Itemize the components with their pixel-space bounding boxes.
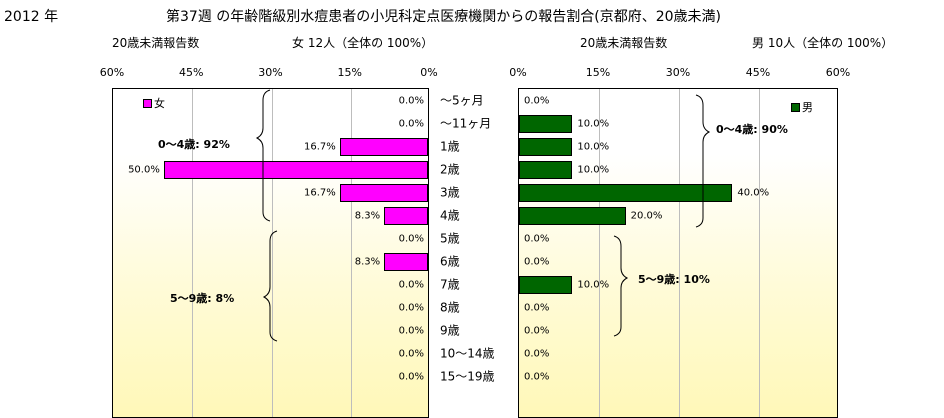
male-bar (519, 161, 573, 179)
year-label: 2012 年 (4, 9, 59, 25)
category-label: 2歳 (440, 162, 460, 177)
female-legend-label: 女 (154, 97, 165, 110)
left-bracket-0-4 (255, 89, 271, 222)
category-label: 4歳 (440, 208, 460, 223)
male-value-label: 10.0% (577, 164, 610, 176)
male-value-label: 40.0% (737, 187, 770, 199)
left-x-tick: 30% (258, 66, 283, 79)
right-bracket-5-9 (613, 235, 629, 337)
female-bar (339, 138, 428, 156)
female-value-label: 0.0% (398, 325, 424, 337)
female-value-label: 16.7% (304, 141, 336, 153)
male-bar (519, 207, 626, 225)
category-label: 6歳 (440, 254, 460, 269)
left-report-label: 20歳未満報告数 (112, 36, 200, 50)
female-value-label: 8.3% (354, 210, 381, 222)
male-value-label: 10.0% (577, 118, 610, 130)
right-gridline (759, 89, 760, 417)
right-gridline (679, 89, 680, 417)
left-x-tick: 0% (420, 66, 438, 79)
category-label: ～5ヶ月 (440, 93, 484, 108)
category-label: 1歳 (440, 139, 460, 154)
category-label: 15～19歳 (440, 369, 495, 384)
male-legend-label: 男 (802, 101, 813, 114)
female-bar (384, 207, 428, 225)
right-x-tick: 60% (825, 66, 851, 79)
female-value-label: 50.0% (128, 164, 160, 176)
male-bar (519, 115, 573, 133)
male-value-label: 0.0% (524, 233, 550, 245)
male-value-label: 0.0% (524, 95, 550, 107)
right-summary: 男 10人（全体の 100%） (752, 36, 894, 50)
female-value-label: 0.0% (398, 302, 424, 314)
right-gridline (599, 89, 600, 417)
right-x-tick: 0% (509, 66, 527, 79)
left-gridline (192, 89, 194, 417)
chart-title: 第37週 の年齢階級別水痘患者の小児科定点医療機関からの報告割合(京都府、20歳… (166, 9, 722, 25)
category-label: 5歳 (440, 231, 460, 246)
left-x-tick: 60% (99, 66, 125, 79)
female-legend-swatch (143, 98, 152, 108)
category-label: 10～14歳 (440, 346, 495, 361)
right-report-label: 20歳未満報告数 (580, 36, 668, 50)
left-legend: 女 (143, 95, 165, 111)
male-value-label: 0.0% (524, 256, 550, 268)
female-bar (384, 253, 428, 271)
category-label: ～11ヶ月 (440, 116, 492, 131)
male-legend-swatch (791, 102, 800, 112)
male-value-label: 0.0% (524, 325, 550, 337)
female-value-label: 16.7% (304, 187, 336, 199)
category-label: 3歳 (440, 185, 460, 200)
right-group-0-4-label: 0～4歳: 90% (716, 123, 788, 136)
male-value-label: 10.0% (577, 141, 610, 153)
male-bar (519, 184, 733, 202)
female-value-label: 0.0% (398, 348, 424, 360)
category-label: 9歳 (440, 323, 460, 338)
male-value-label: 20.0% (630, 210, 663, 222)
female-value-label: 0.0% (398, 279, 424, 291)
left-group-0-4-label: 0～4歳: 92% (158, 138, 230, 151)
female-value-label: 0.0% (398, 95, 424, 107)
male-bar (519, 138, 573, 156)
right-legend: 男 (791, 99, 813, 115)
female-value-label: 0.0% (398, 118, 424, 130)
right-group-5-9-label: 5～9歳: 10% (638, 273, 710, 286)
left-gridline (350, 89, 352, 417)
right-x-tick: 15% (585, 66, 611, 79)
female-value-label: 8.3% (354, 256, 381, 268)
right-x-tick: 45% (745, 66, 771, 79)
right-plot-area: 男 0.0% 10.0% 10.0% 10.0% 40.0% 20.0% 0.0% 0.0% 1… (518, 88, 838, 418)
left-x-tick: 15% (337, 66, 362, 79)
male-value-label: 0.0% (524, 348, 550, 360)
male-bar (519, 276, 573, 294)
left-gridline (271, 89, 273, 417)
left-summary: 女 12人（全体の 100%） (292, 36, 434, 50)
female-value-label: 0.0% (398, 233, 424, 245)
right-bracket-0-4 (695, 94, 711, 228)
female-bar (163, 161, 428, 179)
female-value-label: 0.0% (398, 371, 424, 383)
male-value-label: 0.0% (524, 371, 550, 383)
male-value-label: 10.0% (577, 279, 610, 291)
right-x-tick: 30% (665, 66, 691, 79)
category-label: 8歳 (440, 300, 460, 315)
left-bracket-5-9 (262, 230, 278, 342)
left-group-5-9-label: 5～9歳: 8% (170, 292, 235, 305)
female-bar (339, 184, 428, 202)
left-x-tick: 45% (179, 66, 204, 79)
category-label: 7歳 (440, 277, 460, 292)
male-value-label: 0.0% (524, 302, 550, 314)
